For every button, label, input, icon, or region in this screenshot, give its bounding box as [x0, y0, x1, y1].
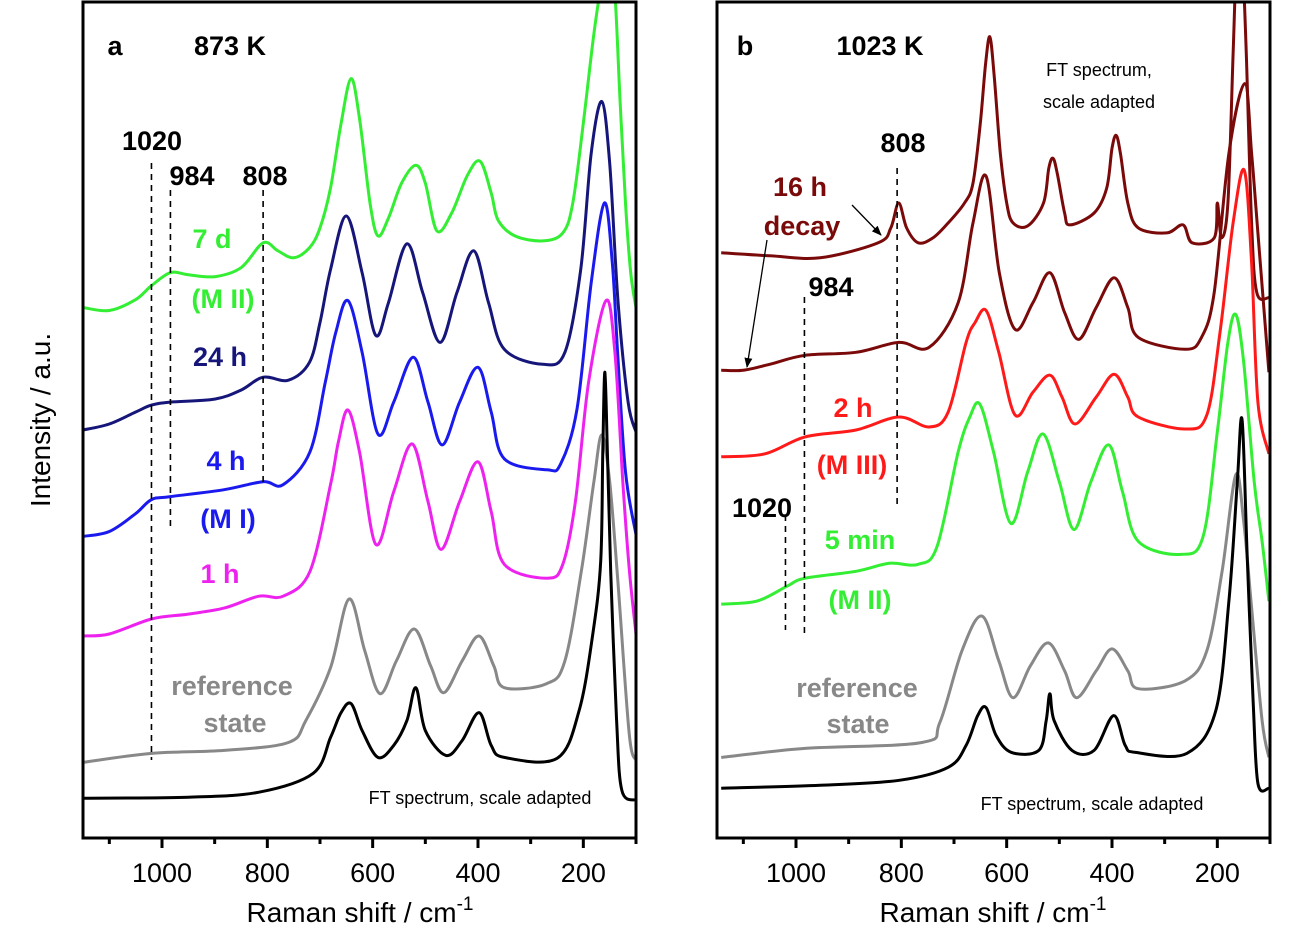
- curve-label: reference: [796, 673, 918, 703]
- spectrum-line-5: [721, 471, 1270, 759]
- curve-label: state: [203, 708, 266, 738]
- x-axis-label-superscript: -1: [457, 894, 474, 915]
- curve-label: 24 h: [193, 342, 247, 372]
- x-tick-label: 600: [350, 858, 395, 888]
- spectrum-line-6: [721, 416, 1270, 793]
- x-axis-label-text: Raman shift / cm: [247, 897, 457, 928]
- panel-b: 808 984 1020 1000 800 600 400 200 Raman shift / …: [715, 0, 1272, 928]
- x-axis-label-superscript: -1: [1090, 894, 1107, 915]
- curve-label: (M I): [200, 504, 255, 534]
- spectrum-line-4: [721, 312, 1270, 606]
- series-group: [721, 2, 1270, 793]
- curve-label: (M II): [192, 284, 255, 314]
- y-axis-label: Intensity / a.u.: [25, 333, 56, 507]
- x-tick-label: 200: [561, 858, 606, 888]
- spectrum-line-1: [83, 2, 636, 313]
- marker-label: 1020: [732, 493, 792, 523]
- x-tick-label: 1000: [132, 858, 192, 888]
- x-axis-label: Raman shift / cm-1: [880, 894, 1107, 928]
- panel-label: b: [737, 31, 754, 61]
- x-tick-label: 400: [1089, 858, 1134, 888]
- pointer-arrow: [851, 204, 882, 236]
- curve-label: 7 d: [192, 224, 231, 254]
- marker-label: 984: [808, 272, 853, 302]
- curve-label: 16 h: [773, 172, 827, 202]
- ft-spectrum-note-top: scale adapted: [1043, 92, 1155, 112]
- plot-frame: [715, 0, 1272, 840]
- x-tick-label: 200: [1195, 858, 1240, 888]
- ft-spectrum-note-top: FT spectrum,: [1046, 60, 1152, 80]
- panel-a: 1020 984 808 1000 800 600 400 200 Raman shift / …: [81, 0, 638, 928]
- marker-label: 808: [242, 161, 287, 191]
- ft-spectrum-note: FT spectrum, scale adapted: [369, 788, 592, 808]
- panel-label: a: [107, 31, 123, 61]
- spectrum-line-2: [721, 82, 1270, 373]
- ft-spectrum-note: FT spectrum, scale adapted: [981, 794, 1204, 814]
- curve-label: state: [826, 709, 889, 739]
- curve-label: (M II): [829, 585, 892, 615]
- x-tick-label: 800: [879, 858, 924, 888]
- curve-label: reference: [171, 671, 293, 701]
- series-group: [83, 2, 636, 802]
- x-tick-label: 600: [984, 858, 1029, 888]
- spectrum-line-2: [83, 99, 636, 433]
- spectrum-line-5: [83, 433, 636, 764]
- panel-temperature: 873 K: [194, 31, 267, 61]
- x-tick-label: 1000: [766, 858, 826, 888]
- spectrum-line-3: [721, 167, 1270, 459]
- curve-label: 2 h: [833, 393, 872, 423]
- x-axis-label: Raman shift / cm-1: [247, 894, 474, 928]
- plot-frame: [81, 0, 638, 840]
- pointer-arrow: [744, 239, 768, 368]
- x-axis-label-text: Raman shift / cm: [880, 897, 1090, 928]
- spectrum-line-4: [83, 298, 636, 638]
- curve-label: 4 h: [206, 446, 245, 476]
- curve-label: decay: [764, 211, 841, 241]
- panel-temperature: 1023 K: [836, 31, 924, 61]
- curve-label: 1 h: [200, 559, 239, 589]
- marker-label: 984: [169, 161, 214, 191]
- spectrum-line-1: [721, 2, 1270, 301]
- curve-label: (M III): [817, 450, 887, 480]
- spectrum-line-3: [83, 201, 636, 538]
- x-tick-label: 400: [455, 858, 500, 888]
- marker-label: 1020: [122, 126, 182, 156]
- curve-label: 5 min: [825, 525, 896, 555]
- x-tick-label: 800: [245, 858, 290, 888]
- spectrum-line-6: [83, 370, 636, 802]
- marker-label: 808: [880, 128, 925, 158]
